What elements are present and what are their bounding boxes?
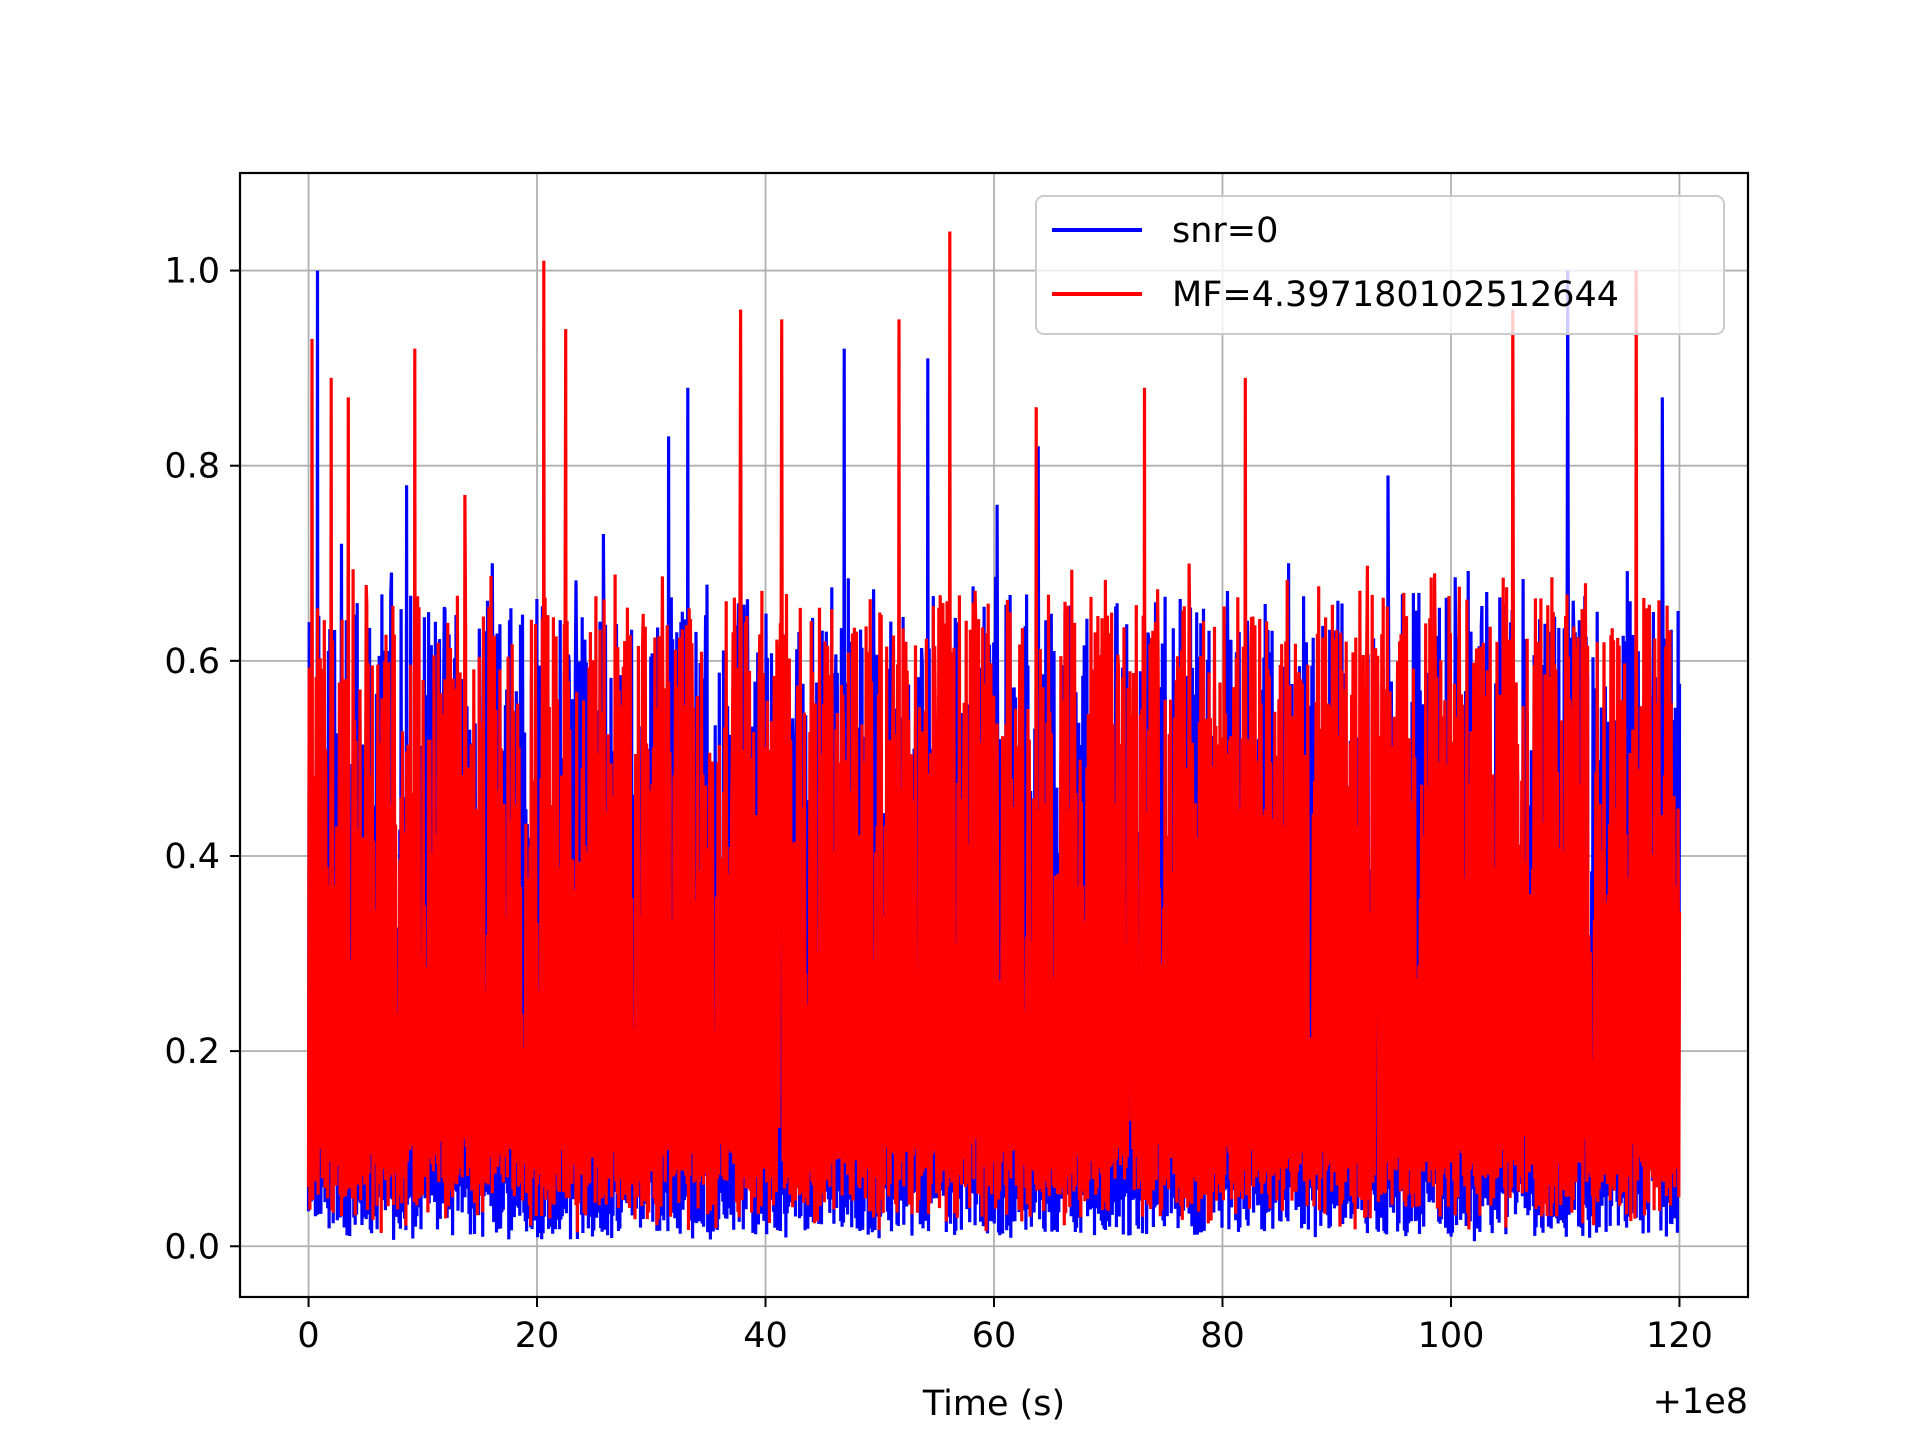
y-tick-label: 0.8: [164, 447, 220, 487]
series-line-1: [306, 231, 1682, 1234]
x-tick-label: 120: [1646, 1316, 1713, 1356]
y-tick-label: 0.6: [164, 642, 220, 682]
y-tick-label: 0.2: [164, 1032, 220, 1072]
y-tick-label: 0.4: [164, 837, 220, 877]
x-axis-label: Time (s): [922, 1384, 1065, 1424]
legend-box: [1035, 195, 1725, 335]
legend-label-snr: snr=0: [1172, 211, 1278, 251]
x-tick-label: 0: [297, 1316, 319, 1356]
x-tick-label: 80: [1200, 1316, 1245, 1356]
y-tick-label: 0.0: [164, 1227, 220, 1267]
x-tick-label: 100: [1418, 1316, 1485, 1356]
x-tick-label: 40: [743, 1316, 788, 1356]
y-tick-label: 1.0: [164, 252, 220, 292]
series-layer: [306, 231, 1682, 1242]
x-tick-label: 20: [515, 1316, 560, 1356]
legend: snr=0 MF=4.397180102512644: [1035, 195, 1725, 335]
axis-ticks: 0 20 40 60 80 100 120 0.0 0.2 0.4 0.6 0.8 1.0: [164, 252, 1713, 1356]
x-tick-label: 60: [972, 1316, 1017, 1356]
legend-label-mf: MF=4.397180102512644: [1172, 275, 1619, 315]
x-axis-offset-text: +1e8: [1653, 1382, 1748, 1422]
